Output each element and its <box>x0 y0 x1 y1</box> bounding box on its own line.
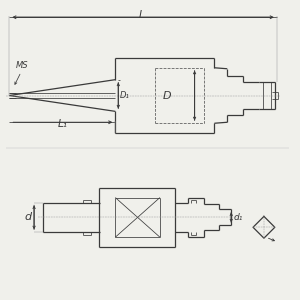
Text: MS: MS <box>16 61 29 70</box>
Text: L₁: L₁ <box>57 119 67 129</box>
Text: L: L <box>139 10 145 20</box>
Text: d: d <box>25 212 32 222</box>
Text: d₁: d₁ <box>233 213 243 222</box>
Text: D: D <box>163 91 172 100</box>
Text: D₁: D₁ <box>120 91 130 100</box>
